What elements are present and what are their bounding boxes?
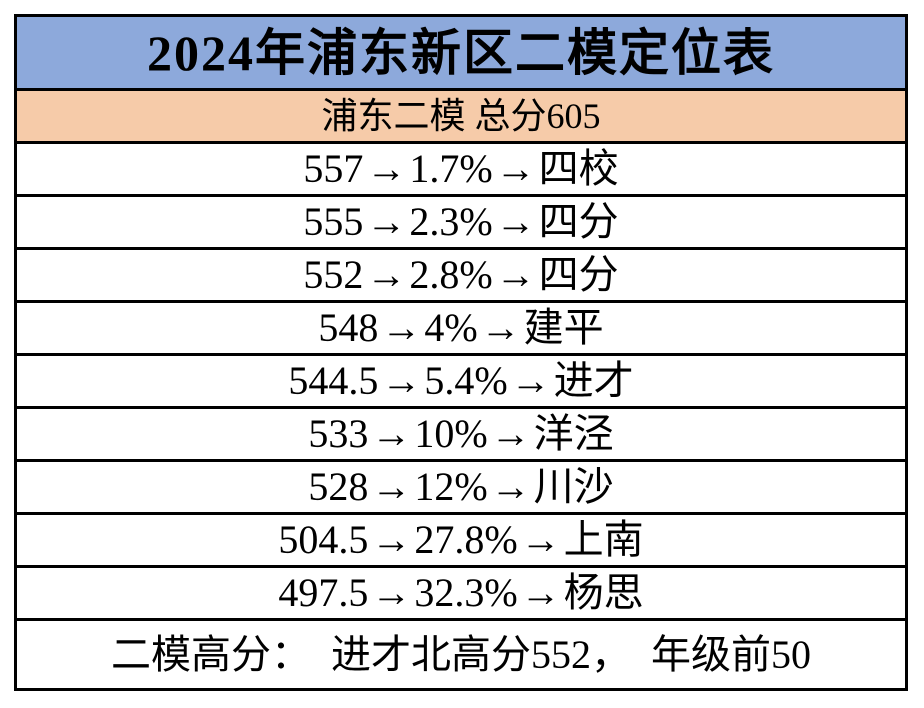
- score: 557: [303, 146, 364, 191]
- arrow-icon: →: [520, 517, 561, 562]
- table-title: 2024年浦东新区二模定位表: [17, 17, 905, 91]
- score-row: 548 → 4% → 建平: [17, 303, 905, 356]
- score: 548: [318, 305, 379, 350]
- arrow-icon: →: [371, 570, 412, 615]
- percentile: 27.8%: [414, 517, 518, 562]
- arrow-icon: →: [510, 358, 551, 403]
- score-row: 528 → 12% → 川沙: [17, 462, 905, 515]
- percentile: 32.3%: [414, 570, 518, 615]
- arrow-icon: →: [366, 146, 407, 191]
- score-row: 557 → 1.7% → 四校: [17, 144, 905, 197]
- school-name: 建平: [523, 305, 604, 350]
- score: 533: [308, 411, 369, 456]
- school-name: 四分: [538, 199, 619, 244]
- table-footer: 二模高分： 进才北高分552， 年级前50: [17, 621, 905, 688]
- school-name: 进才: [553, 358, 634, 403]
- score: 528: [308, 464, 369, 509]
- score-row: 497.5 → 32.3% → 杨思: [17, 568, 905, 621]
- score-row: 504.5 → 27.8% → 上南: [17, 515, 905, 568]
- score: 504.5: [278, 517, 369, 562]
- score-row: 552 → 2.8% → 四分: [17, 250, 905, 303]
- arrow-icon: →: [480, 305, 521, 350]
- percentile: 1.7%: [409, 146, 493, 191]
- percentile: 2.8%: [409, 252, 493, 297]
- school-name: 杨思: [563, 570, 644, 615]
- school-name: 四分: [538, 252, 619, 297]
- score: 497.5: [278, 570, 369, 615]
- score-row: 555 → 2.3% → 四分: [17, 197, 905, 250]
- arrow-icon: →: [381, 358, 422, 403]
- arrow-icon: →: [366, 252, 407, 297]
- arrow-icon: →: [520, 570, 561, 615]
- score: 544.5: [288, 358, 379, 403]
- arrow-icon: →: [371, 411, 412, 456]
- percentile: 5.4%: [424, 358, 508, 403]
- score-row: 544.5 → 5.4% → 进才: [17, 356, 905, 409]
- arrow-icon: →: [490, 411, 531, 456]
- school-name: 洋泾: [533, 411, 614, 456]
- score: 552: [303, 252, 364, 297]
- percentile: 10%: [414, 411, 488, 456]
- arrow-icon: →: [495, 252, 536, 297]
- score-row: 533 → 10% → 洋泾: [17, 409, 905, 462]
- percentile: 2.3%: [409, 199, 493, 244]
- school-name: 四校: [538, 146, 619, 191]
- percentile: 12%: [414, 464, 488, 509]
- arrow-icon: →: [366, 199, 407, 244]
- positioning-table: 2024年浦东新区二模定位表 浦东二模 总分605 557 → 1.7% → 四校 555…: [14, 14, 908, 691]
- school-name: 上南: [563, 517, 644, 562]
- percentile: 4%: [424, 305, 478, 350]
- arrow-icon: →: [381, 305, 422, 350]
- arrow-icon: →: [495, 146, 536, 191]
- score: 555: [303, 199, 364, 244]
- arrow-icon: →: [371, 464, 412, 509]
- arrow-icon: →: [371, 517, 412, 562]
- table-subtitle: 浦东二模 总分605: [17, 91, 905, 144]
- school-name: 川沙: [533, 464, 614, 509]
- arrow-icon: →: [490, 464, 531, 509]
- arrow-icon: →: [495, 199, 536, 244]
